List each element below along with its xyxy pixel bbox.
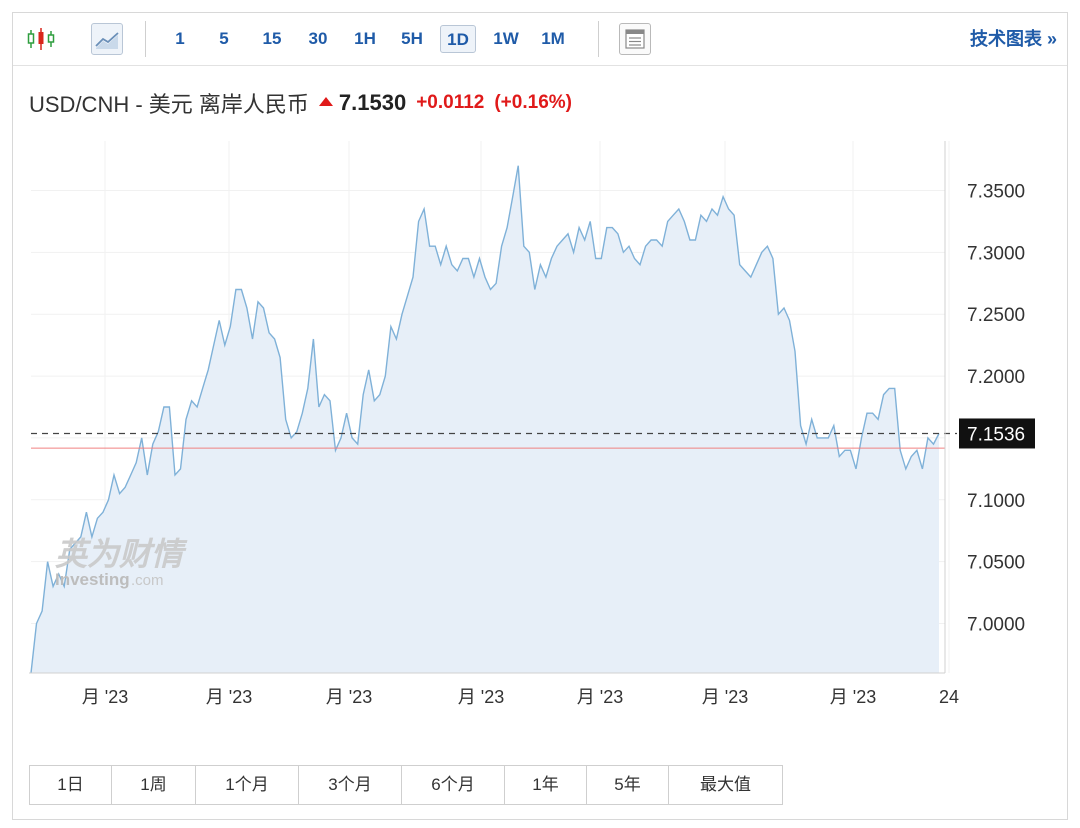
y-tick-label: 7.3500 (967, 181, 1025, 202)
up-arrow-icon (318, 96, 333, 106)
price-change: +0.0112 (416, 92, 485, 113)
y-tick-label: 7.0500 (967, 553, 1025, 574)
pair-name: USD/CNH - 美元 离岸人民币 (29, 92, 309, 117)
x-tick-label: 月 '23 (577, 687, 623, 707)
interval-30[interactable]: 30 (308, 29, 328, 48)
tech-chart-link[interactable]: 技术图表 » (969, 29, 1057, 49)
x-tick-label: 月 '23 (206, 687, 252, 707)
interval-15[interactable]: 15 (262, 29, 282, 48)
last-value-text: 7.1536 (967, 424, 1025, 445)
x-tick-label: 月 '23 (458, 687, 504, 707)
candlestick-icon[interactable] (25, 23, 57, 55)
y-axis: 7.35007.30007.25007.20007.15007.10007.05… (967, 181, 1025, 635)
price-area (31, 165, 939, 673)
chart-toolbar: 1 5 15 30 1H 5H 1D 1W 1M 技术图表 » (13, 13, 1067, 66)
range-1m[interactable]: 1个月 (196, 766, 299, 804)
interval-1m[interactable]: 1M (541, 29, 565, 48)
x-tick-label: 月 '23 (702, 687, 748, 707)
range-5y[interactable]: 5年 (587, 766, 669, 804)
x-tick-label: 月 '23 (326, 687, 372, 707)
line-chart-icon[interactable] (91, 23, 123, 55)
range-selector: 1日 1周 1个月 3个月 6个月 1年 5年 最大值 (29, 765, 783, 805)
y-tick-label: 7.3000 (967, 243, 1025, 264)
watermark-suffix: .com (131, 572, 164, 589)
interval-1d[interactable]: 1D (440, 25, 476, 53)
y-tick-label: 7.1000 (967, 491, 1025, 512)
chart-widget: 1 5 15 30 1H 5H 1D 1W 1M 技术图表 » USD/CNH … (12, 12, 1068, 820)
quote-header: USD/CNH - 美元 离岸人民币 7.1530 +0.0112 (+0.16%) (29, 87, 572, 119)
x-tick-label: 月 '23 (830, 687, 876, 707)
x-tick-label: 24 (939, 687, 959, 707)
toolbar-separator (598, 21, 599, 57)
price-change-percent: (+0.16%) (494, 92, 572, 113)
range-1w[interactable]: 1周 (112, 766, 196, 804)
y-tick-label: 7.2000 (967, 367, 1025, 388)
watermark-en: Investing (55, 570, 130, 589)
range-max[interactable]: 最大值 (700, 775, 751, 794)
table-icon[interactable] (619, 23, 651, 55)
watermark-logo: 英为财情 Investing .com (55, 535, 188, 589)
x-axis: 月 '23 月 '23 月 '23 月 '23 月 '23 月 '23 月 '23 24 (82, 687, 959, 707)
interval-5[interactable]: 5 (219, 29, 229, 48)
y-tick-label: 7.2500 (967, 305, 1025, 326)
range-3m[interactable]: 3个月 (299, 766, 402, 804)
price-chart[interactable]: 7.35007.30007.25007.20007.15007.10007.05… (13, 13, 1067, 753)
price-line (30, 165, 940, 674)
interval-1w[interactable]: 1W (493, 29, 519, 48)
x-tick-label: 月 '23 (82, 687, 128, 707)
range-1d[interactable]: 1日 (30, 766, 112, 804)
range-1y[interactable]: 1年 (505, 766, 587, 804)
y-tick-label: 7.0000 (967, 615, 1025, 636)
watermark-cn: 英为财情 (55, 535, 188, 573)
interval-1h[interactable]: 1H (354, 29, 376, 48)
interval-1[interactable]: 1 (175, 29, 185, 48)
last-price: 7.1530 (338, 90, 407, 115)
range-6m[interactable]: 6个月 (402, 766, 505, 804)
interval-5h[interactable]: 5H (401, 29, 423, 48)
toolbar-separator (145, 21, 146, 57)
last-value-label: 7.1536 (959, 418, 1035, 449)
